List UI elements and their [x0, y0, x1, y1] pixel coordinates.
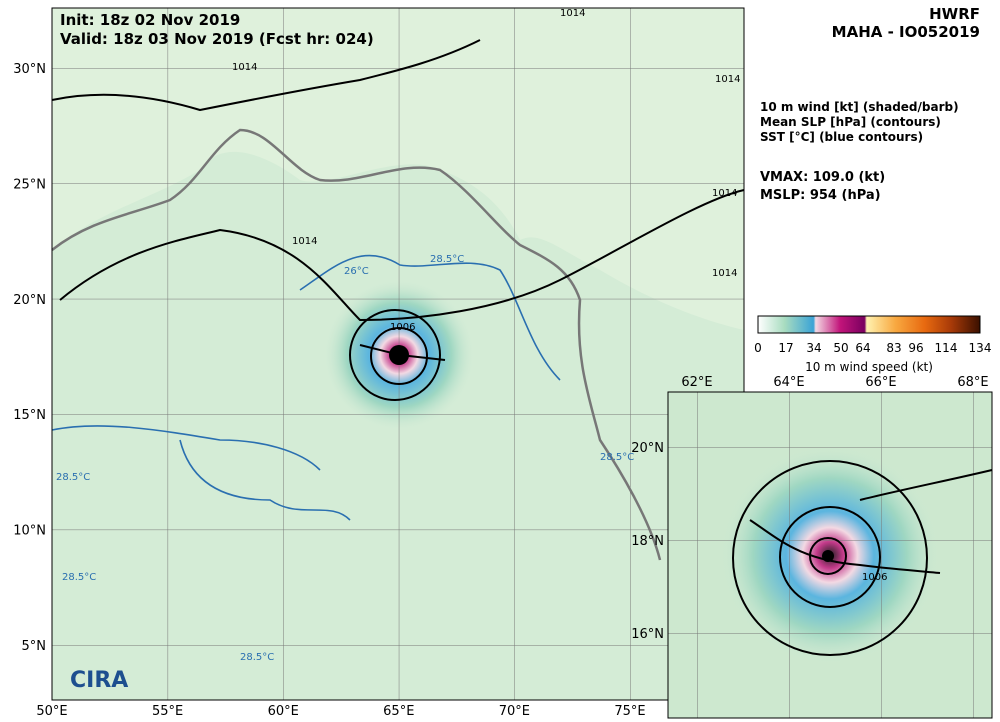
valid-time: Valid: 18z 03 Nov 2019 (Fcst hr: 024) — [60, 30, 374, 48]
contour-label: 1014 — [292, 236, 317, 247]
lon-label: 75°E — [614, 704, 645, 719]
lat-label: 5°N — [22, 639, 47, 654]
inset-lon-label: 64°E — [773, 375, 804, 390]
legend-line: Mean SLP [hPa] (contours) — [760, 115, 941, 129]
contour-label: 28.5°C — [600, 452, 634, 463]
inset-lon-label: 68°E — [957, 375, 988, 390]
lat-label: 20°N — [13, 293, 46, 308]
contour-label: 1006 — [862, 572, 887, 583]
contour-label: 28.5°C — [430, 254, 464, 265]
contour-label: 1006 — [390, 322, 415, 333]
vmax: VMAX: 109.0 (kt) — [760, 170, 885, 185]
model-name: HWRF — [929, 5, 980, 23]
inset-lat-label: 16°N — [631, 627, 664, 642]
contour-label: 1014 — [712, 188, 737, 199]
contour-label: 28.5°C — [62, 572, 96, 583]
lon-label: 50°E — [36, 704, 67, 719]
contour-label: 1014 — [712, 268, 737, 279]
legend-line: SST [°C] (blue contours) — [760, 130, 923, 144]
colorbar-tick: 17 — [778, 341, 793, 355]
colorbar-tick: 50 — [833, 341, 848, 355]
init-time: Init: 18z 02 Nov 2019 — [60, 11, 240, 29]
lon-label: 60°E — [268, 704, 299, 719]
lon-label: 65°E — [383, 704, 414, 719]
inset-lon-label: 66°E — [865, 375, 896, 390]
storm-name: MAHA - IO052019 — [832, 23, 980, 41]
colorbar-tick: 96 — [908, 341, 923, 355]
main-map — [51, 7, 745, 701]
colorbar-tick: 114 — [935, 341, 958, 355]
contour-label: 1014 — [715, 74, 740, 85]
legend-line: 10 m wind [kt] (shaded/barb) — [760, 100, 959, 114]
colorbar-tick: 83 — [886, 341, 901, 355]
labels: 0 17 34 50 64 83 96 114 134 50°E 55°E 60°E 65°E 70°E 7… — [13, 8, 991, 719]
lon-label: 55°E — [152, 704, 183, 719]
inset-lon-label: 62°E — [681, 375, 712, 390]
inset-lat-label: 20°N — [631, 441, 664, 456]
colorbar-tick: 64 — [855, 341, 870, 355]
colorbar-tick: 34 — [806, 341, 821, 355]
inset-lat-label: 18°N — [631, 534, 664, 549]
colorbar-tick: 134 — [969, 341, 992, 355]
lat-label: 15°N — [13, 408, 46, 423]
contour-label: 1014 — [232, 62, 257, 73]
logo: CIRA — [70, 668, 128, 693]
inset-map — [667, 391, 993, 719]
lat-label: 30°N — [13, 62, 46, 77]
mslp: MSLP: 954 (hPa) — [760, 188, 881, 203]
colorbar-label: 10 m wind speed (kt) — [805, 360, 933, 374]
colorbar — [757, 315, 981, 334]
lon-label: 70°E — [499, 704, 530, 719]
contour-label: 26°C — [344, 266, 369, 277]
contour-label: 28.5°C — [56, 472, 90, 483]
contour-label: 1014 — [560, 8, 585, 19]
lat-label: 10°N — [13, 524, 46, 539]
colorbar-tick: 0 — [754, 341, 762, 355]
lat-label: 25°N — [13, 177, 46, 192]
contour-label: 28.5°C — [240, 652, 274, 663]
